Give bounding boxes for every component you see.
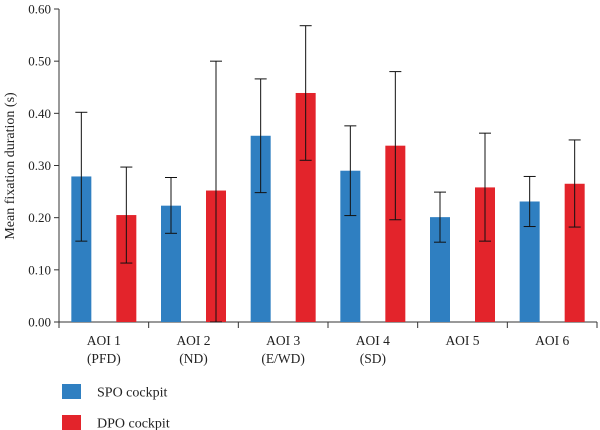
bar [250,135,271,322]
bar [116,215,137,322]
y-axis-title: Mean fixation duration (s) [3,92,18,240]
x-tick-label: AOI 5 [445,333,479,348]
bar [385,145,406,322]
bar [430,217,450,322]
y-tick-labels: 0.00 0.10 0.20 0.30 0.40 0.50 0.60 [28,2,51,330]
bar [564,183,585,322]
y-tick-label: 0.00 [28,315,51,330]
x-tick-sublabel: (ND) [179,351,208,366]
y-tick-label: 0.30 [28,158,51,173]
x-tick-label: AOI 1 [87,333,121,348]
bar [161,205,181,322]
legend-swatch [62,384,81,399]
bar [519,201,540,322]
x-tick-label: AOI 6 [535,333,569,348]
x-tick-label: AOI 4 [356,333,390,348]
legend-swatch [62,415,81,430]
y-tick-label: 0.50 [28,54,51,69]
y-tick-label: 0.60 [28,2,51,17]
error-bars [75,25,581,323]
x-tick-sublabel: (E/WD) [261,351,304,366]
x-tick-label: AOI 2 [176,333,210,348]
legend: SPO cockpit DPO cockpit [62,384,170,430]
y-tick-label: 0.40 [28,106,51,121]
legend-label: DPO cockpit [97,417,170,430]
x-tick-label: AOI 3 [266,333,300,348]
y-tick-label: 0.20 [28,210,51,225]
bar [340,170,361,322]
y-tick-label: 0.10 [28,262,51,277]
bars [71,92,585,322]
legend-label: SPO cockpit [97,386,168,401]
bar [71,176,92,322]
bar [475,187,495,322]
bar [295,92,316,322]
x-tick-sublabel: (PFD) [87,351,121,366]
x-tick-labels: AOI 1 (PFD) AOI 2 (ND) AOI 3 (E/WD) AOI 4 (SD) A… [87,333,570,366]
axes [54,8,598,328]
x-tick-sublabel: (SD) [360,351,386,366]
